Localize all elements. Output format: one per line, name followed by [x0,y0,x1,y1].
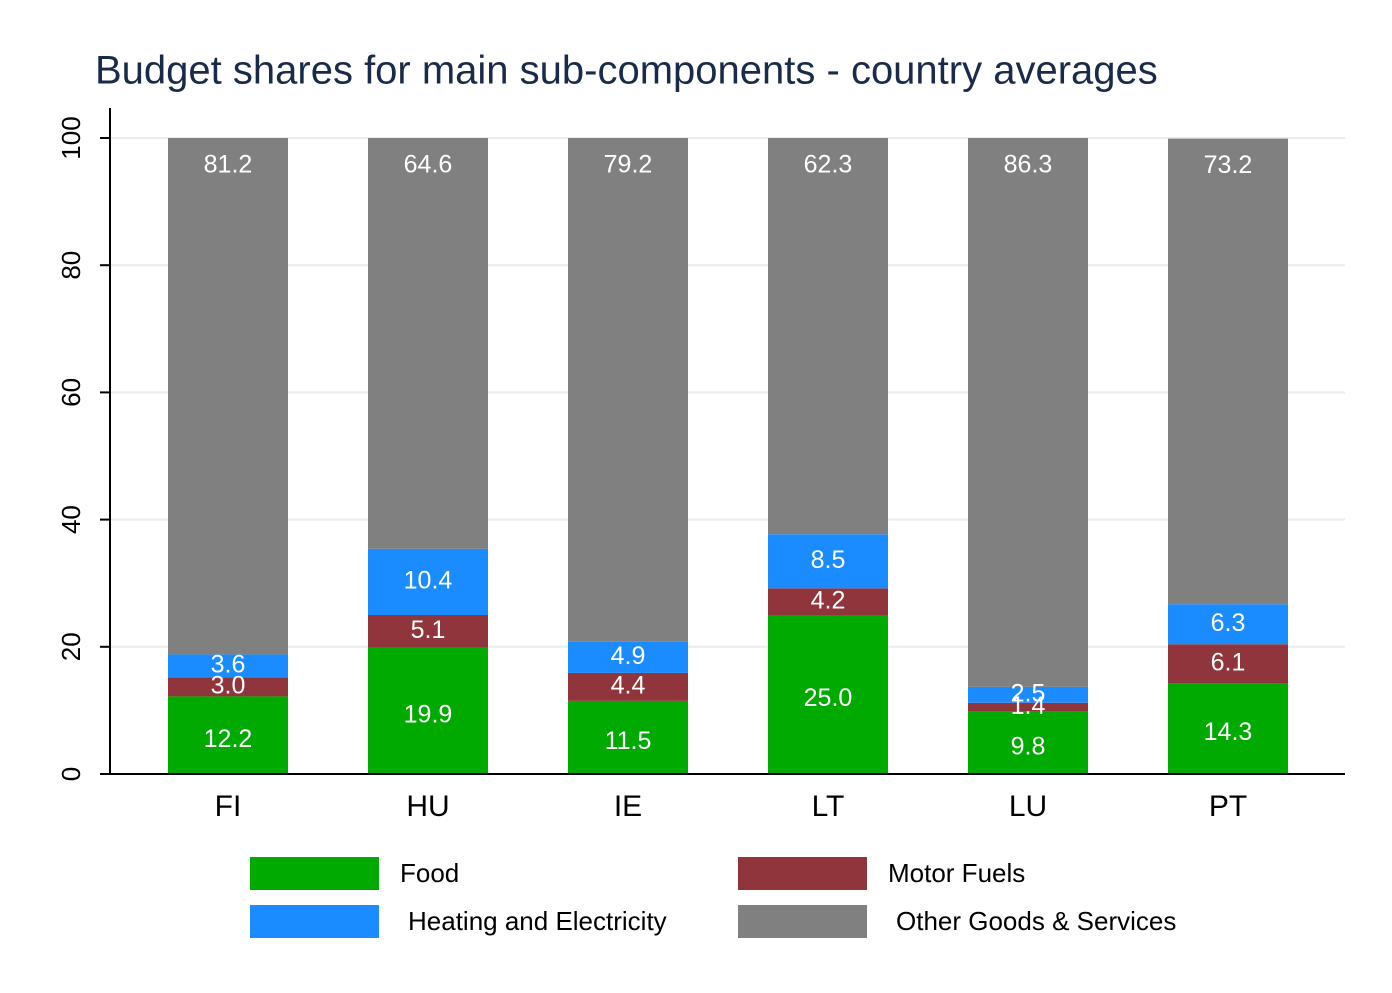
x-tick-label: PT [1209,790,1247,823]
bar-segment [768,588,888,615]
legend-swatch [738,857,867,890]
data-label: 8.5 [811,546,846,574]
legend-swatch [738,905,867,938]
data-label: 14.3 [1204,718,1253,746]
x-tick-label: FI [215,790,242,823]
x-tick-label: LU [1009,790,1047,823]
chart-title: Budget shares for main sub-components - … [95,49,1158,93]
bar-segment [968,686,1088,703]
data-label: 10.4 [404,567,453,595]
data-label: 3.6 [211,650,246,678]
data-label: 64.6 [404,151,453,179]
data-label: 79.2 [604,151,653,179]
data-label: 4.2 [811,586,846,614]
bar-segment [168,677,288,697]
data-label: 12.2 [204,725,253,753]
bar-segment [168,696,288,774]
y-tick-label: 100 [56,116,86,159]
data-label: 1.4 [1011,692,1046,720]
data-label: 25.0 [804,684,853,712]
bar-segment [568,672,688,701]
data-label: 62.3 [804,151,853,179]
bar-segment [568,138,688,642]
data-label: 3.0 [211,671,246,699]
bar-segment [768,534,888,589]
bar-segment [968,138,1088,687]
data-label: 11.5 [605,727,652,755]
data-label: 4.9 [611,642,646,670]
data-label: 6.1 [1211,648,1246,676]
x-tick-label: HU [406,790,449,823]
y-tick-label: 80 [56,251,86,280]
bar-segment [768,138,888,535]
bar-segment [1168,604,1288,645]
data-label: 19.9 [404,700,453,728]
data-label: 5.1 [411,616,446,644]
y-tick-label: 60 [56,378,86,407]
y-tick-label: 0 [56,767,86,781]
legend-swatch [250,857,379,890]
data-label: 86.3 [1004,151,1053,179]
bar-segment [1168,683,1288,774]
x-tick-label: IE [614,790,642,823]
bar-segment [1168,644,1288,684]
legend-label: Food [400,858,459,888]
bar-segment [368,647,488,774]
legend-label: Other Goods & Services [896,906,1176,936]
bar-segment [568,700,688,774]
data-label: 73.2 [1204,151,1253,179]
bar-segment [1168,138,1288,605]
legend-label: Heating and Electricity [408,906,667,936]
bar-segment [368,615,488,648]
y-tick-label: 20 [56,632,86,661]
bar-segment [368,138,488,549]
bar-segment [968,711,1088,774]
y-tick-label: 40 [56,505,86,534]
data-label: 2.5 [1011,679,1046,707]
data-label: 9.8 [1011,732,1046,760]
bar-segment [768,615,888,774]
x-tick-label: LT [812,790,845,823]
legend-swatch [250,905,379,938]
bar-segment [168,138,288,655]
bar-segment [968,702,1088,712]
data-label: 81.2 [204,151,253,179]
data-label: 4.4 [611,671,646,699]
bar-segment [568,641,688,673]
data-label: 6.3 [1211,609,1246,637]
bar-segment [368,548,488,615]
legend-label: Motor Fuels [888,858,1025,888]
bar-segment [168,654,288,678]
